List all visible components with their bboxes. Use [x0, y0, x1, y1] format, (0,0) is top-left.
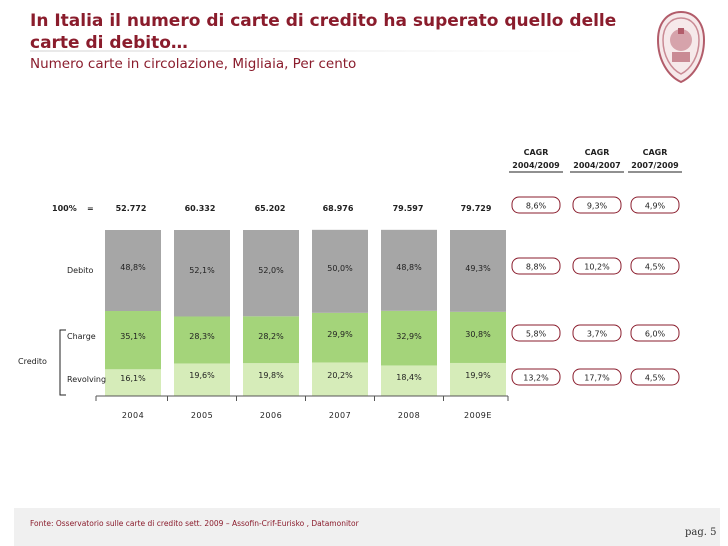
- cagr-value-totale-2: 9,3%: [587, 202, 608, 211]
- data-label-debito-2004: 48,8%: [120, 263, 146, 272]
- x-tick-label-2004: 2004: [122, 411, 144, 420]
- data-label-revolving-2008: 18,4%: [396, 373, 422, 382]
- bar-revolving-2009E: [450, 362, 506, 396]
- cagr-box-totale-3: [630, 196, 680, 214]
- title-underline: [30, 50, 590, 52]
- cagr-value-charge-1: 5,8%: [526, 330, 547, 339]
- cagr-value-charge-2: 3,7%: [587, 330, 608, 339]
- cagr-box-charge-3: [630, 324, 680, 342]
- x-tick-label-2009E: 2009E: [464, 411, 492, 420]
- total-value-2009E: 79.729: [461, 204, 492, 213]
- data-label-charge-2004: 35,1%: [120, 332, 146, 341]
- cagr-header-period-2: 2004/2007: [573, 161, 620, 170]
- data-label-debito-2009E: 49,3%: [465, 264, 491, 273]
- footer-bar: [14, 508, 720, 546]
- total-value-2004: 52.772: [116, 204, 147, 213]
- data-label-charge-2005: 28,3%: [189, 332, 215, 341]
- cagr-box-debito-1: [511, 257, 561, 275]
- x-tick-label-2008: 2008: [398, 411, 420, 420]
- cagr-value-totale-3: 4,9%: [645, 202, 666, 211]
- source-note: Fonte: Osservatorio sulle carte di credi…: [30, 519, 359, 528]
- cagr-header-top-2: CAGR: [585, 148, 610, 157]
- group-label-credito: Credito: [18, 357, 47, 366]
- data-label-charge-2007: 29,9%: [327, 330, 353, 339]
- total-value-2007: 68.976: [323, 204, 354, 213]
- bar-charge-2005: [174, 316, 230, 364]
- cagr-box-debito-3: [630, 257, 680, 275]
- bar-charge-2009E: [450, 311, 506, 363]
- page-title: In Italia il numero di carte di credito …: [30, 11, 617, 53]
- total-value-2005: 60.332: [185, 204, 216, 213]
- cagr-header-period-1: 2004/2009: [512, 161, 560, 170]
- data-label-revolving-2007: 20,2%: [327, 371, 353, 380]
- data-label-charge-2008: 32,9%: [396, 332, 422, 341]
- data-label-charge-2009E: 30,8%: [465, 330, 491, 339]
- cagr-box-charge-2: [572, 324, 622, 342]
- cagr-value-debito-1: 8,8%: [526, 263, 547, 272]
- bar-charge-2008: [381, 310, 437, 366]
- x-tick-label-2006: 2006: [260, 411, 282, 420]
- data-label-debito-2006: 52,0%: [258, 266, 284, 275]
- cagr-header-period-3: 2007/2009: [631, 161, 679, 170]
- x-tick-label-2007: 2007: [329, 411, 351, 420]
- total-value-2008: 79.597: [393, 204, 424, 213]
- cagr-box-totale-2: [572, 196, 622, 214]
- data-label-revolving-2009E: 19,9%: [465, 371, 491, 380]
- bar-debito-2007: [312, 229, 368, 313]
- cagr-value-revolving-3: 4,5%: [645, 374, 666, 383]
- bar-revolving-2005: [174, 363, 230, 396]
- bar-debito-2006: [243, 230, 299, 317]
- bar-debito-2005: [174, 230, 230, 317]
- total-value-2006: 65.202: [255, 204, 286, 213]
- cagr-box-debito-2: [572, 257, 622, 275]
- data-label-charge-2006: 28,2%: [258, 332, 284, 341]
- series-label-debito: Debito: [67, 266, 94, 275]
- bar-debito-2008: [381, 229, 437, 311]
- totals-row-label: 100%: [52, 204, 77, 213]
- cagr-value-charge-3: 6,0%: [645, 330, 666, 339]
- cagr-header-top-1: CAGR: [524, 148, 549, 157]
- page-number: pag. 5: [685, 527, 717, 538]
- bar-revolving-2008: [381, 365, 437, 396]
- totals-equals-sign: =: [87, 204, 94, 213]
- bar-revolving-2007: [312, 362, 368, 396]
- data-label-debito-2008: 48,8%: [396, 263, 422, 272]
- data-label-revolving-2005: 19,6%: [189, 371, 215, 380]
- bar-charge-2007: [312, 312, 368, 363]
- data-label-revolving-2004: 16,1%: [120, 374, 146, 383]
- series-label-revolving: Revolving: [67, 375, 106, 384]
- cagr-box-totale-1: [511, 196, 561, 214]
- bar-charge-2006: [243, 316, 299, 364]
- cagr-value-totale-1: 8,6%: [526, 202, 547, 211]
- page-subtitle: Numero carte in circolazione, Migliaia, …: [30, 56, 357, 72]
- cagr-box-revolving-1: [511, 368, 561, 386]
- bar-charge-2004: [105, 311, 161, 370]
- cagr-value-debito-3: 4,5%: [645, 263, 666, 272]
- data-label-revolving-2006: 19,8%: [258, 371, 284, 380]
- bar-revolving-2004: [105, 369, 161, 396]
- cagr-box-revolving-3: [630, 368, 680, 386]
- cagr-box-revolving-2: [572, 368, 622, 386]
- cagr-value-debito-2: 10,2%: [584, 263, 610, 272]
- bank-seal-logo: [656, 10, 706, 84]
- cagr-value-revolving-2: 17,7%: [584, 374, 610, 383]
- credito-bracket: [59, 329, 66, 396]
- bar-revolving-2006: [243, 363, 299, 396]
- cagr-header-top-3: CAGR: [643, 148, 668, 157]
- cagr-value-revolving-1: 13,2%: [523, 374, 549, 383]
- series-label-charge: Charge: [67, 332, 96, 341]
- data-label-debito-2007: 50,0%: [327, 264, 353, 273]
- x-tick-label-2005: 2005: [191, 411, 213, 420]
- bar-debito-2009E: [450, 230, 506, 312]
- bar-debito-2004: [105, 230, 161, 312]
- cagr-box-charge-1: [511, 324, 561, 342]
- data-label-debito-2005: 52,1%: [189, 266, 215, 275]
